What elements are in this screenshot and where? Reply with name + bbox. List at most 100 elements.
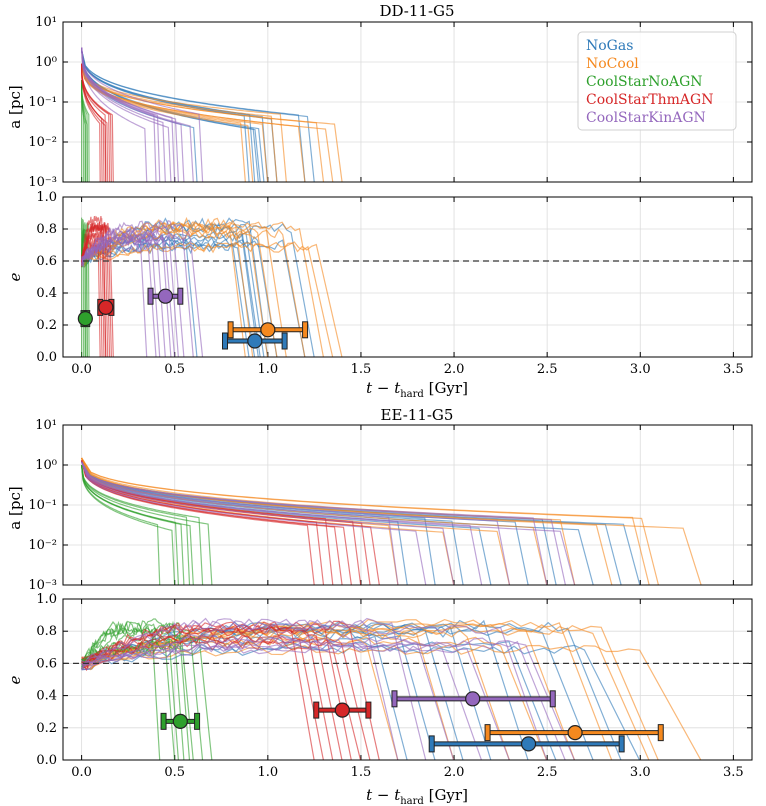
axes-frame	[62, 21, 753, 183]
panel-bottom-a: 10⁻³ 10⁻² 10⁻¹ 10⁰ 10¹	[28, 418, 753, 593]
series-line-coolstarkinagn	[81, 461, 455, 585]
axes-frame	[62, 598, 753, 761]
y-tick-label: 0.6	[36, 254, 57, 269]
summary-point	[567, 725, 583, 741]
ylabel-a-bottom: a [pc]	[6, 486, 24, 529]
y-tick-label: 10⁰	[35, 55, 57, 70]
x-tick-label: 1.5	[351, 765, 372, 780]
title-bottom: EE-11-G5	[381, 406, 454, 424]
series-line-coolstarkinagn	[81, 639, 576, 760]
series-line-nocool	[81, 63, 278, 182]
summary-point	[172, 713, 188, 729]
series-line-coolstarkinagn	[81, 623, 548, 760]
series-lines	[81, 47, 343, 182]
y-tick-label: 0.4	[36, 286, 57, 301]
y-tick-label: 0.2	[36, 721, 57, 736]
errorbar-cap	[222, 332, 229, 350]
series-line-nogas	[81, 49, 250, 182]
series-line-coolstarkinagn	[81, 47, 172, 182]
series-line-coolstarnoagn	[81, 464, 194, 585]
legend-entry-coolstarthmagn: CoolStarThmAGN	[586, 92, 713, 108]
series-line-coolstarkinagn	[81, 461, 399, 585]
series-lines	[81, 215, 343, 357]
series-line-coolstarnoagn	[81, 464, 176, 585]
series-line-coolstarthmagn	[81, 63, 114, 182]
y-tick-label: 10⁻²	[28, 135, 57, 150]
series-line-coolstarkinagn	[81, 461, 427, 585]
summary-point	[465, 691, 481, 707]
y-tick-label: 10¹	[35, 15, 57, 30]
x-tick-label: 1.0	[257, 362, 278, 377]
legend: NoGas NoCool CoolStarNoAGN CoolStarThmAG…	[577, 31, 737, 131]
y-tick-label: 10⁰	[35, 458, 57, 473]
x-tick-label: 0.5	[164, 362, 185, 377]
ylabel-e-top: e	[6, 272, 24, 281]
errorbar-cap	[177, 287, 184, 305]
legend-entry-nocool: NoCool	[586, 56, 639, 72]
x-tick-label: 3.5	[723, 362, 744, 377]
errorbar-cap	[365, 701, 372, 719]
series-line-coolstarkinagn	[81, 461, 511, 585]
series-line-nocool	[81, 457, 548, 585]
errorbar-cap	[313, 701, 320, 719]
series-line-coolstarkinagn	[81, 461, 567, 585]
series-line-coolstarthmagn	[81, 620, 380, 760]
y-tick-label: 0.6	[36, 656, 57, 671]
panel-bottom-e: 0.0 0.2 0.4 0.6 0.8 1.0 0.0 0.5 1.0 1.5 2.0 2.5 3.0 3…	[36, 592, 753, 780]
title-top: DD-11-G5	[379, 2, 454, 20]
series-line-coolstarkinagn	[81, 47, 148, 182]
series-line-coolstarnoagn	[81, 464, 213, 585]
xlabel-top: t − thard [Gyr]	[366, 379, 468, 400]
y-tick-label: 0.0	[36, 350, 57, 365]
series-line-coolstarthmagn	[81, 625, 343, 760]
errorbar-cap	[484, 724, 491, 742]
errorbar-cap	[160, 712, 167, 730]
series-line-coolstarnoagn	[81, 80, 88, 182]
legend-entry-coolstarkinagn: CoolStarKinAGN	[586, 110, 706, 126]
y-tick-label: 0.2	[36, 318, 57, 333]
y-tick-label: 0.4	[36, 689, 57, 704]
series-line-nocool	[81, 63, 325, 182]
errorbar-cap	[549, 690, 556, 708]
x-tick-label: 3.5	[723, 765, 744, 780]
series-line-nocool	[81, 242, 343, 357]
series-line-nocool	[81, 63, 343, 182]
series-line-coolstarnoagn	[81, 464, 191, 585]
legend-box	[577, 31, 737, 131]
x-tick-label: 0.0	[71, 362, 92, 377]
errorbar-cap	[194, 712, 201, 730]
y-tick-label: 10¹	[35, 418, 57, 433]
y-tick-label: 1.0	[36, 190, 57, 205]
y-tick-label: 10⁻¹	[28, 498, 57, 513]
series-line-coolstarthmagn	[81, 63, 107, 182]
series-line-nocool	[81, 225, 278, 357]
ylabel-e-bottom: e	[6, 675, 24, 684]
series-line-nogas	[81, 49, 315, 182]
x-tick-label: 3.0	[630, 362, 651, 377]
y-tick-label: 10⁻¹	[28, 95, 57, 110]
y-tick-label: 10⁻³	[28, 578, 57, 593]
summary-point	[334, 702, 350, 718]
errorbar-cap	[657, 724, 664, 742]
summary-point	[260, 322, 276, 338]
series-line-coolstarthmagn	[81, 63, 109, 182]
x-tick-label: 1.5	[351, 362, 372, 377]
errorbar-cap	[618, 735, 625, 753]
errorbar-cap	[147, 287, 154, 305]
series-line-coolstarnoagn	[81, 80, 90, 182]
x-tick-label: 2.5	[537, 765, 558, 780]
x-tick-label: 3.0	[630, 765, 651, 780]
y-tick-label: 0.8	[36, 624, 57, 639]
series-line-coolstarnoagn	[81, 464, 161, 585]
y-tick-label: 10⁻³	[28, 175, 57, 190]
x-tick-label: 2.0	[444, 362, 465, 377]
y-tick-label: 0.0	[36, 753, 57, 768]
series-line-nocool	[81, 241, 334, 357]
summary-point	[157, 288, 174, 304]
series-lines	[81, 617, 702, 760]
legend-entry-nogas: NoGas	[586, 38, 633, 54]
series-line-coolstarthmagn	[81, 460, 352, 585]
legend-entry-coolstarnoagn: CoolStarNoAGN	[586, 74, 703, 90]
series-line-coolstarkinagn	[81, 219, 194, 357]
